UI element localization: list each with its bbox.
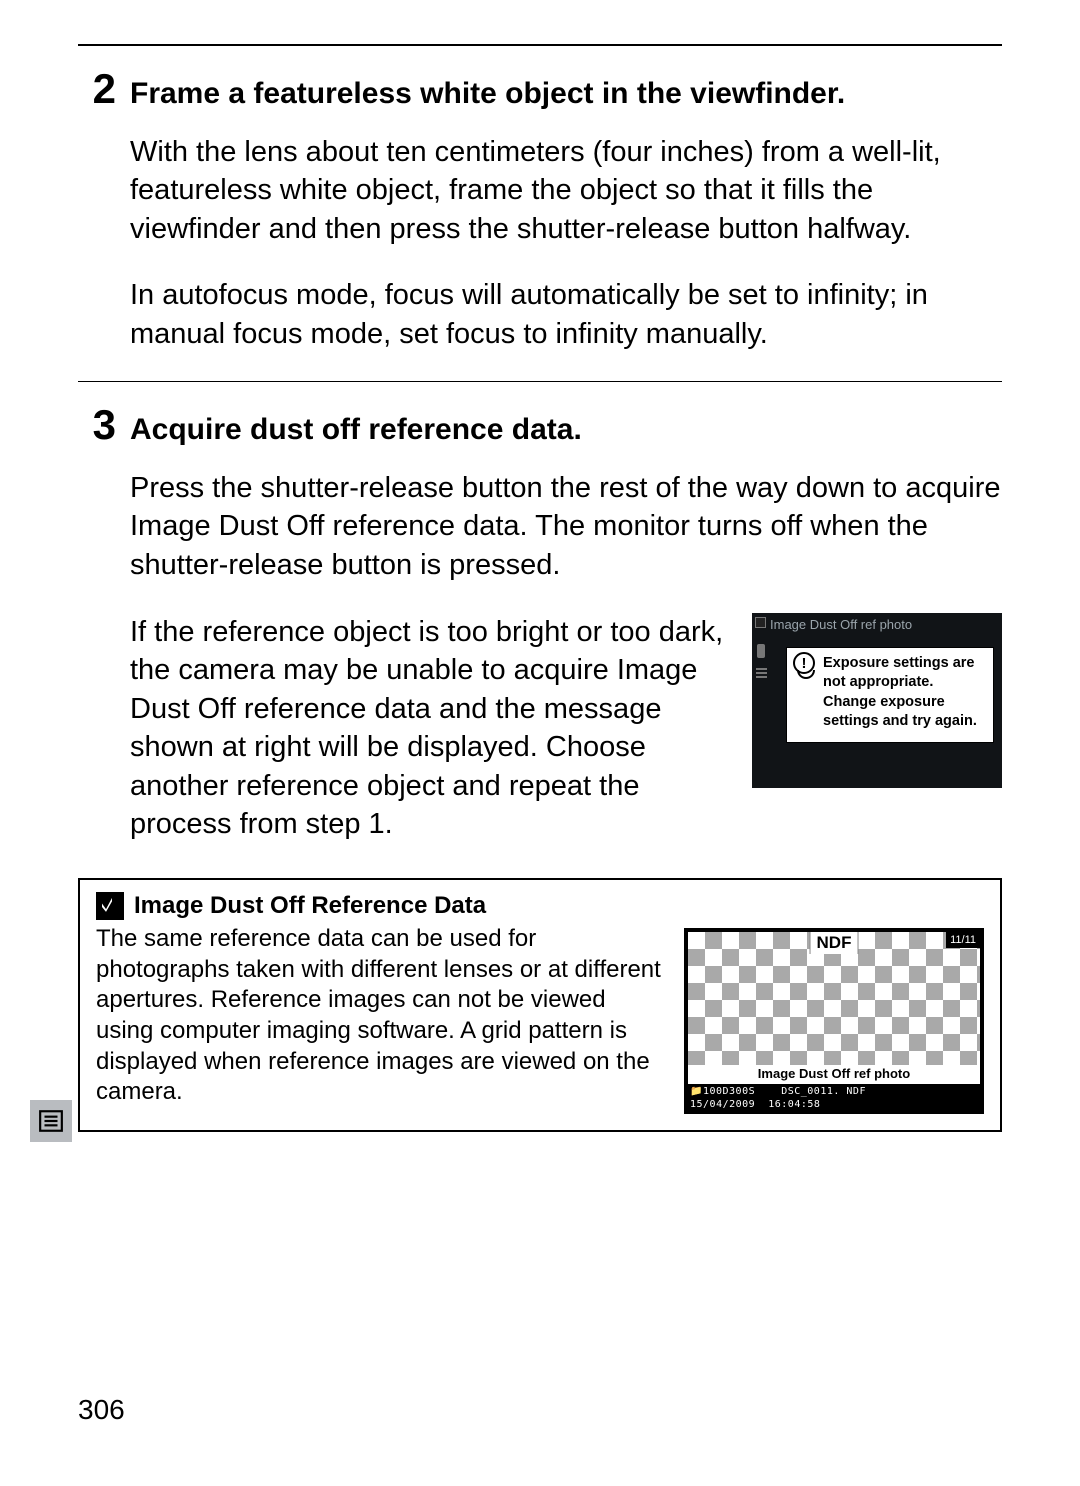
- ndf-grid: NDF 11/11 Image Dust Off ref photo: [688, 932, 980, 1084]
- info-box-heading: Image Dust Off Reference Data: [134, 892, 486, 920]
- menu-tab-icon: [30, 1100, 72, 1142]
- top-rule: [78, 44, 1002, 46]
- info-box-text: The same reference data can be used for …: [96, 925, 661, 1106]
- step-3-para-1: Press the shutter-release button the res…: [130, 469, 1002, 585]
- step-2-body: With the lens about ten centimeters (fou…: [130, 133, 1002, 354]
- error-line-2: Change exposure settings and try again.: [823, 693, 983, 732]
- ndf-preview: NDF 11/11 Image Dust Off ref photo 📁100D…: [684, 928, 984, 1114]
- checkmark-icon: [96, 892, 124, 920]
- warning-icon: !: [793, 652, 815, 674]
- ndf-badge: NDF: [810, 932, 859, 954]
- error-line-1: Exposure settings are not appropriate.: [823, 654, 983, 693]
- ndf-meta-1: 📁100D300S DSC_0011. NDF: [688, 1084, 980, 1097]
- info-box-header: Image Dust Off Reference Data: [96, 892, 984, 920]
- info-box-body: NDF 11/11 Image Dust Off ref photo 📁100D…: [96, 924, 984, 1114]
- camera-error-screen: Image Dust Off ref photo ! Exposure sett…: [752, 613, 1002, 788]
- page-number: 306: [78, 1394, 125, 1426]
- camera-error-dialog: ! Exposure settings are not appropriate.…: [786, 647, 994, 743]
- list-icon: [756, 668, 767, 678]
- step-3-title: Acquire dust off reference data.: [130, 404, 582, 451]
- camera-side-icons: [755, 617, 769, 678]
- step-3-number: 3: [78, 404, 116, 451]
- wrench-icon: [757, 644, 765, 658]
- step-2-para-1: With the lens about ten centimeters (fou…: [130, 133, 1002, 249]
- step-2-number: 2: [78, 68, 116, 115]
- info-box: Image Dust Off Reference Data NDF 11/11 …: [78, 878, 1002, 1132]
- step-3-body: Press the shutter-release button the res…: [130, 469, 1002, 872]
- list-view-icon: [38, 1108, 64, 1134]
- manual-page: 2 Frame a featureless white object in th…: [0, 0, 1080, 1486]
- camera-icon-box: [755, 617, 766, 628]
- step-2-header: 2 Frame a featureless white object in th…: [78, 68, 1002, 115]
- camera-title: Image Dust Off ref photo: [752, 613, 1002, 634]
- ndf-bottom-label: Image Dust Off ref photo: [688, 1065, 980, 1084]
- ndf-meta-2: 15/04/2009 16:04:58: [688, 1097, 980, 1110]
- step-2-para-2: In autofocus mode, focus will automatica…: [130, 276, 1002, 353]
- step-2-title: Frame a featureless white object in the …: [130, 68, 845, 115]
- mid-rule: [78, 381, 1002, 382]
- step-3-header: 3 Acquire dust off reference data.: [78, 404, 1002, 451]
- ndf-count: 11/11: [946, 932, 980, 948]
